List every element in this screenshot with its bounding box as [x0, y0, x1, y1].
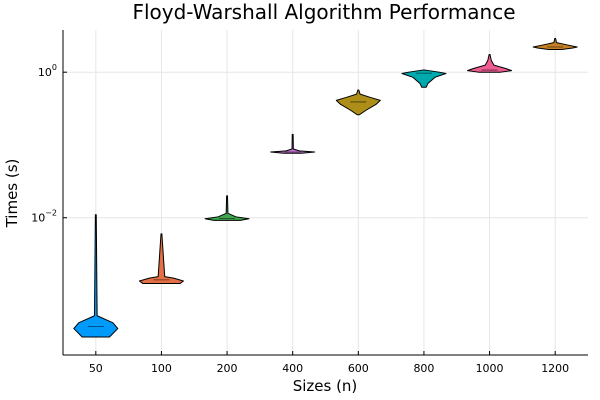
violin-body — [138, 233, 184, 284]
violin-400 — [270, 133, 316, 154]
grid-layer — [63, 30, 588, 355]
violin-1000 — [467, 54, 513, 73]
violin-100 — [138, 233, 184, 284]
violin-50 — [73, 214, 119, 338]
violin-body — [270, 133, 316, 154]
violin-800 — [401, 69, 447, 88]
y-tick-label: 100 — [38, 63, 57, 79]
violin-600 — [335, 89, 381, 116]
chart-title: Floyd-Warshall Algorithm Performance — [132, 0, 515, 24]
x-tick-label: 1200 — [541, 362, 569, 375]
x-tick-label: 200 — [217, 362, 238, 375]
violin-layer — [73, 38, 578, 338]
x-axis-label: Sizes (n) — [293, 377, 358, 395]
violin-200 — [204, 195, 250, 221]
violin-body — [532, 38, 578, 51]
x-tick-label: 1000 — [476, 362, 504, 375]
x-tick-label: 600 — [348, 362, 369, 375]
violin-body — [467, 54, 513, 73]
violin-body — [204, 195, 250, 221]
violin-1200 — [532, 38, 578, 51]
violin-body — [401, 69, 447, 88]
y-tick-label: 10−2 — [31, 209, 57, 225]
y-tick-layer: 10−2 100 — [31, 63, 67, 225]
violin-body — [335, 89, 381, 116]
x-tick-label: 800 — [413, 362, 434, 375]
x-tick-label: 100 — [151, 362, 172, 375]
x-tick-label: 400 — [282, 362, 303, 375]
y-axis-label: Times (s) — [3, 159, 21, 229]
violin-body — [73, 214, 119, 338]
x-tick-label: 50 — [89, 362, 103, 375]
x-tick-layer: 50 100 200 400 600 800 1000 1200 — [89, 351, 569, 375]
